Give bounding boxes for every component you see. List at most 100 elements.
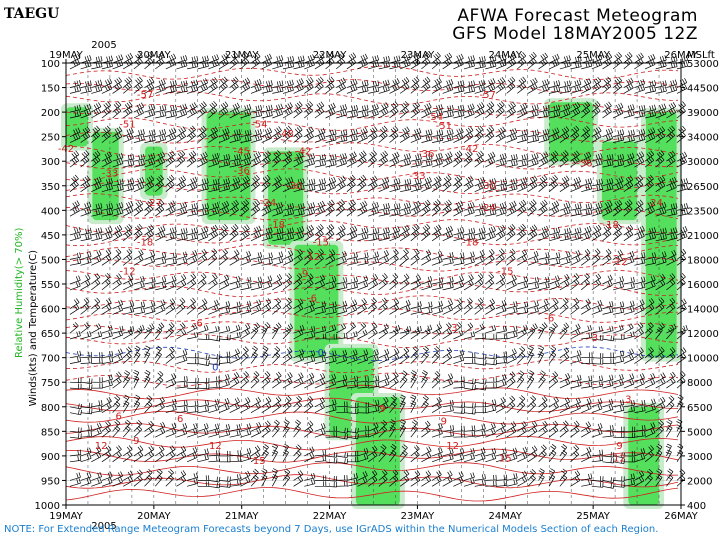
wind-barb bbox=[463, 274, 474, 285]
wind-barb bbox=[623, 199, 633, 211]
wind-barb bbox=[91, 400, 103, 408]
wind-barb bbox=[495, 76, 506, 88]
date-tick-top: 26MAY bbox=[664, 50, 698, 61]
wind-barb bbox=[208, 382, 220, 389]
wind-barb bbox=[559, 227, 571, 236]
wind-barb bbox=[154, 199, 165, 211]
wind-barb bbox=[123, 280, 134, 291]
wind-barb bbox=[80, 384, 93, 390]
pressure-tick-label: 450 bbox=[41, 231, 60, 242]
wind-barb bbox=[463, 358, 476, 364]
wind-barb bbox=[549, 252, 561, 260]
wind-barb bbox=[219, 423, 231, 432]
wind-barb bbox=[570, 108, 581, 119]
wind-barb bbox=[101, 374, 113, 383]
wind-barb bbox=[250, 322, 261, 334]
wind-barb bbox=[666, 346, 676, 358]
wind-barb bbox=[463, 227, 476, 236]
wind-barb bbox=[304, 446, 315, 457]
temperature-label: 12 bbox=[613, 453, 626, 464]
wind-barb bbox=[559, 80, 571, 88]
wind-barb bbox=[389, 377, 399, 389]
wind-barb bbox=[485, 125, 495, 137]
wind-barb bbox=[69, 403, 82, 410]
wind-barb bbox=[80, 447, 92, 457]
wind-barb bbox=[346, 151, 357, 162]
wind-barb bbox=[602, 101, 612, 113]
wind-barb bbox=[176, 349, 188, 359]
wind-barb bbox=[144, 158, 156, 168]
wind-barb bbox=[165, 275, 177, 285]
wind-barb bbox=[463, 207, 475, 217]
wind-barb bbox=[69, 383, 82, 390]
wind-barb bbox=[517, 328, 527, 340]
wind-barb bbox=[69, 150, 80, 162]
wind-barb bbox=[282, 443, 289, 457]
wind-barb bbox=[293, 450, 302, 463]
wind-barb bbox=[250, 370, 260, 383]
wind-barb bbox=[314, 333, 327, 340]
wind-barb bbox=[474, 150, 484, 162]
wind-barb bbox=[378, 176, 390, 187]
wind-barb bbox=[644, 275, 656, 285]
wind-barb bbox=[357, 298, 367, 309]
wind-barb bbox=[570, 297, 580, 309]
wind-barb bbox=[378, 348, 390, 359]
wind-barb bbox=[378, 354, 390, 364]
wind-barb bbox=[559, 150, 569, 162]
wind-barb bbox=[485, 405, 497, 414]
wind-barb bbox=[261, 174, 271, 187]
wind-barb bbox=[357, 431, 369, 438]
wind-barb bbox=[91, 256, 102, 266]
wind-barb bbox=[282, 208, 295, 217]
wind-barb bbox=[474, 453, 486, 463]
wind-barb bbox=[442, 299, 454, 309]
wind-barb bbox=[527, 451, 538, 463]
wind-barb bbox=[122, 101, 133, 113]
wind-barb bbox=[527, 129, 540, 138]
wind-barb bbox=[463, 352, 476, 359]
wind-barb bbox=[527, 199, 537, 211]
wind-barb bbox=[314, 133, 326, 143]
wind-barb bbox=[517, 129, 529, 138]
isotherm-line bbox=[65, 116, 679, 131]
wind-barb bbox=[517, 249, 528, 260]
wind-barb bbox=[623, 348, 635, 359]
wind-barb bbox=[442, 174, 452, 187]
wind-barb bbox=[133, 419, 143, 432]
wind-barb bbox=[112, 371, 122, 383]
wind-barb bbox=[506, 421, 517, 432]
wind-barb bbox=[644, 428, 656, 438]
wind-barb bbox=[282, 273, 292, 285]
wind-barb bbox=[399, 254, 409, 266]
wind-barb bbox=[538, 376, 546, 389]
wind-barb bbox=[527, 57, 537, 70]
wind-barb bbox=[655, 273, 666, 285]
wind-barb bbox=[250, 421, 262, 432]
wind-barb bbox=[378, 250, 390, 260]
wind-barb bbox=[495, 248, 505, 260]
wind-barb bbox=[517, 223, 526, 236]
wind-barb bbox=[410, 450, 420, 463]
wind-barb bbox=[112, 273, 122, 285]
wind-barb bbox=[282, 323, 294, 334]
wind-barb bbox=[485, 183, 497, 193]
wind-barb bbox=[591, 381, 603, 389]
wind-barb bbox=[442, 110, 454, 119]
wind-barb bbox=[261, 351, 269, 364]
wind-barb bbox=[250, 157, 262, 168]
wind-barb bbox=[218, 127, 230, 138]
wind-barb bbox=[666, 395, 675, 408]
wind-barb bbox=[272, 233, 284, 242]
wind-barb bbox=[219, 306, 231, 315]
temperature-label: 9 bbox=[133, 436, 139, 447]
humidity-region bbox=[355, 396, 400, 505]
wind-barb bbox=[176, 80, 188, 88]
station-name: TAEGU bbox=[4, 6, 60, 22]
wind-barb bbox=[549, 298, 559, 309]
wind-barb bbox=[293, 101, 303, 113]
wind-barb bbox=[527, 205, 537, 217]
wind-barb bbox=[144, 109, 156, 119]
wind-barb bbox=[602, 483, 615, 489]
wind-barb bbox=[378, 208, 390, 217]
